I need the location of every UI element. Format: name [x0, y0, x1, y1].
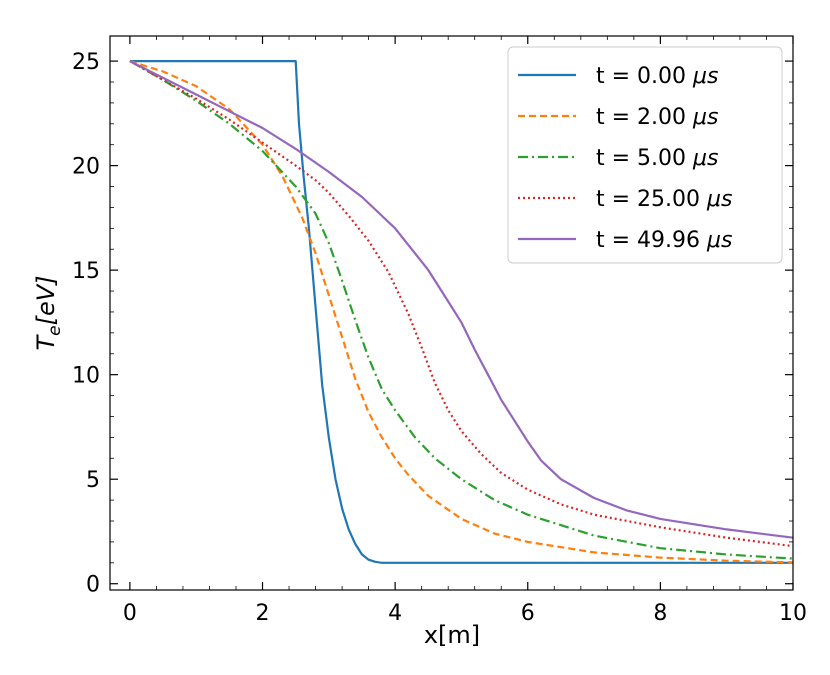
legend-label-text: t = 25.00: [596, 187, 707, 212]
plot-frame: [109, 35, 794, 591]
legend-label-unit: μs: [706, 187, 732, 212]
legend-label-unit: μs: [692, 64, 718, 89]
x-tick-label: 6: [521, 601, 535, 626]
legend-label-text: t = 5.00: [596, 146, 693, 171]
legend-box: [507, 46, 783, 264]
legend-label-text: t = 0.00: [596, 64, 693, 89]
series-line-3: [129, 60, 794, 548]
legend-label-unit: μs: [706, 228, 732, 253]
legend: t = 0.00 μst = 2.00 μst = 5.00 μst = 25.…: [507, 46, 783, 264]
y-tick-label: 15: [72, 259, 100, 284]
x-tick-label: 0: [123, 601, 137, 626]
series-line-4: [129, 60, 794, 539]
y-axis-label-unit: [eV]: [32, 275, 60, 325]
legend-label-1: t = 2.00 μs: [596, 105, 719, 130]
y-tick-label: 0: [86, 573, 100, 598]
y-axis-label: Te[eV]: [32, 275, 65, 350]
y-tick-label: 10: [72, 364, 100, 389]
legend-label-unit: μs: [692, 105, 718, 130]
x-axis-label: x[m]: [424, 621, 480, 649]
legend-label-3: t = 25.00 μs: [596, 187, 733, 212]
legend-label-unit: μs: [692, 146, 718, 171]
series-line-1: [129, 60, 794, 564]
x-tick-label: 8: [653, 601, 667, 626]
series-line-2: [129, 60, 794, 560]
x-tick-label: 2: [256, 601, 270, 626]
y-axis-label-subscript: e: [45, 325, 65, 335]
legend-label-text: t = 2.00: [596, 105, 693, 130]
legend-label-0: t = 0.00 μs: [596, 64, 719, 89]
series-layer: [129, 59, 794, 564]
y-tick-label: 25: [72, 50, 100, 75]
y-axis-label-symbol: T: [32, 334, 60, 351]
legend-label-2: t = 5.00 μs: [596, 146, 719, 171]
series-line-0: [129, 59, 793, 564]
legend-label-4: t = 49.96 μs: [596, 228, 733, 253]
y-tick-label: 20: [72, 155, 100, 180]
tick-labels: 0 2 4 6 8 10 0 5 10 15 20 25: [72, 50, 807, 626]
x-tick-label: 4: [388, 601, 402, 626]
y-tick-label: 5: [86, 468, 100, 493]
legend-label-text: t = 49.96: [596, 228, 707, 253]
x-tick-label: 10: [779, 601, 807, 626]
